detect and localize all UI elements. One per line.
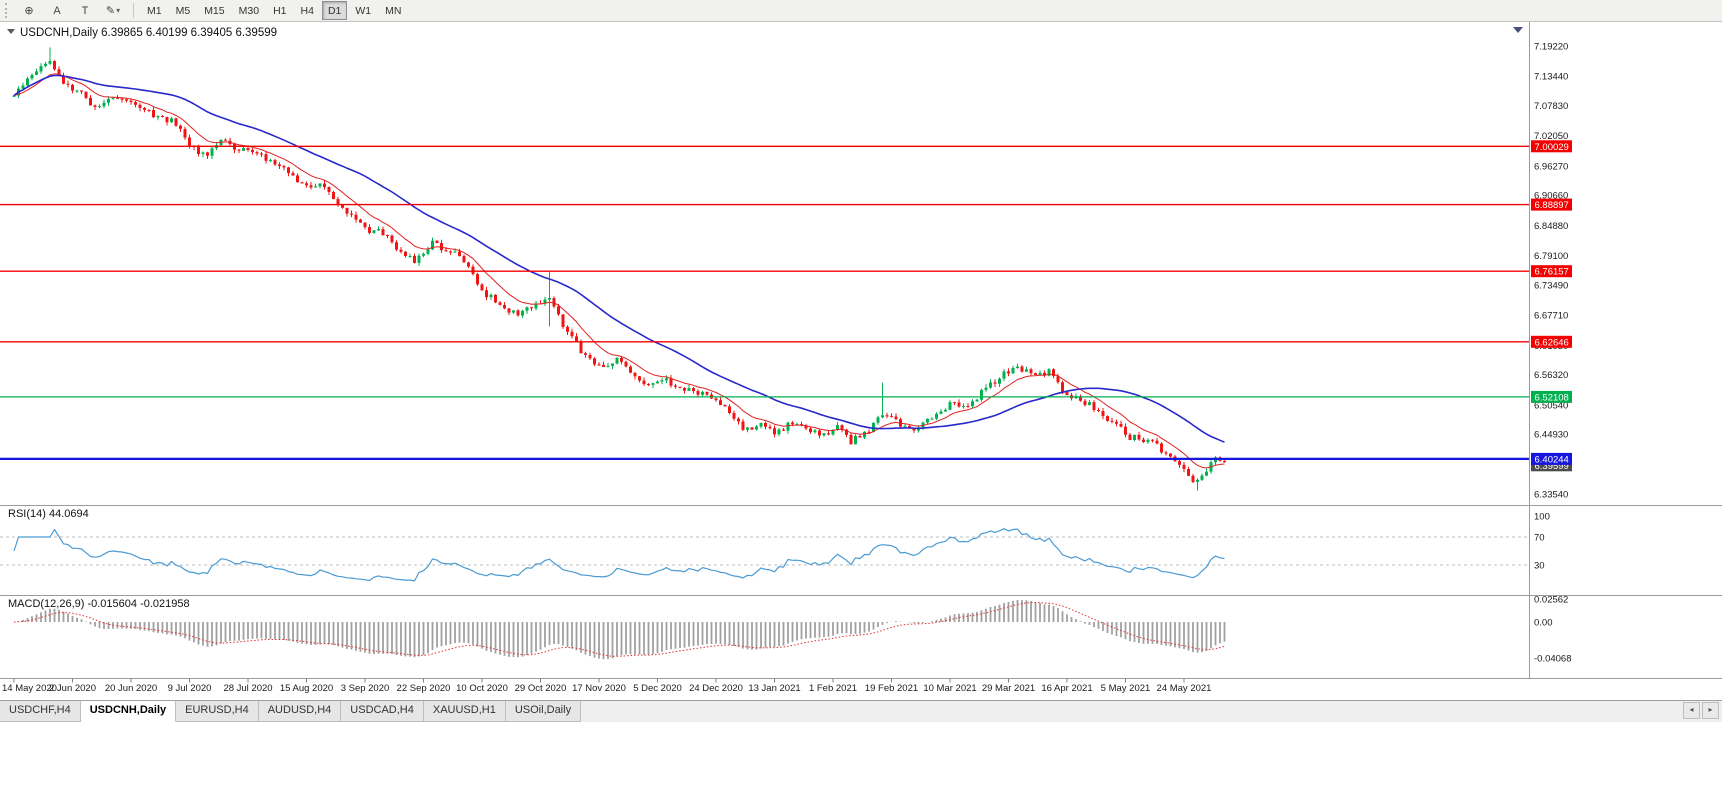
- svg-text:2 Jun 2020: 2 Jun 2020: [49, 683, 96, 694]
- svg-text:30: 30: [1534, 560, 1545, 571]
- price-axis[interactable]: 7.19220 7.13440 7.07830 7.02050 6.96270 6.906…: [1534, 41, 1568, 500]
- svg-text:6.84880: 6.84880: [1534, 221, 1568, 232]
- panel-separators[interactable]: [0, 21, 1722, 679]
- svg-text:7.07830: 7.07830: [1534, 101, 1568, 112]
- scroll-to-end-icon[interactable]: [1513, 27, 1523, 33]
- candlestick-series[interactable]: [12, 47, 1227, 491]
- svg-text:6.79100: 6.79100: [1534, 251, 1568, 262]
- svg-text:24 May 2021: 24 May 2021: [1157, 683, 1212, 694]
- svg-text:29 Mar 2021: 29 Mar 2021: [982, 683, 1035, 694]
- price-tags: 6.39599 7.00029 6.88897 6.76157 6.62646 6.521…: [1531, 140, 1572, 472]
- svg-text:10 Mar 2021: 10 Mar 2021: [923, 683, 976, 694]
- svg-text:6.56320: 6.56320: [1534, 370, 1568, 381]
- svg-text:7.00029: 7.00029: [1535, 142, 1569, 153]
- svg-text:6.40244: 6.40244: [1535, 454, 1569, 465]
- svg-text:7.19220: 7.19220: [1534, 41, 1568, 52]
- svg-text:1 Feb 2021: 1 Feb 2021: [809, 683, 857, 694]
- svg-text:6.73490: 6.73490: [1534, 280, 1568, 291]
- svg-text:9 Jul 2020: 9 Jul 2020: [168, 683, 212, 694]
- timeframe-button-m1[interactable]: M1: [147, 4, 162, 17]
- tab-scroll-right-icon[interactable]: ▸: [1702, 702, 1719, 719]
- timeframe-button-mn[interactable]: MN: [385, 4, 402, 17]
- text-label-icon[interactable]: A: [53, 4, 61, 17]
- dropdown-caret-icon: ▾: [116, 6, 121, 15]
- svg-text:0.00: 0.00: [1534, 617, 1553, 628]
- svg-text:6.39599: 6.39599: [1535, 461, 1569, 472]
- svg-text:0.02562: 0.02562: [1534, 595, 1568, 606]
- tab-scroll-buttons: ◂ ▸: [1683, 702, 1719, 719]
- svg-text:24 Dec 2020: 24 Dec 2020: [689, 683, 743, 694]
- svg-text:17 Nov 2020: 17 Nov 2020: [572, 683, 626, 694]
- svg-text:10 Oct 2020: 10 Oct 2020: [456, 683, 508, 694]
- svg-text:6.44930: 6.44930: [1534, 430, 1568, 441]
- svg-text:6.96270: 6.96270: [1534, 161, 1568, 172]
- tool-group: ⊕ A T ✎ ▾: [15, 1, 127, 20]
- svg-text:70: 70: [1534, 532, 1545, 543]
- tab-scroll-left-icon[interactable]: ◂: [1683, 702, 1700, 719]
- svg-text:22 Sep 2020: 22 Sep 2020: [397, 683, 451, 694]
- chart-ohlc-title: USDCNH,Daily 6.39865 6.40199 6.39405 6.3…: [20, 27, 277, 39]
- main-toolbar: ⊕ A T ✎ ▾ M1 M5 M15 M30 H1 H4 D1 W1 MN: [0, 0, 1722, 22]
- timeframe-button-m15[interactable]: M15: [204, 4, 225, 17]
- chart-area[interactable]: 7.19220 7.13440 7.07830 7.02050 6.96270 6.906…: [0, 21, 1722, 700]
- timeframe-button-h1[interactable]: H1: [273, 4, 287, 17]
- timeframe-button-h4[interactable]: H4: [300, 4, 314, 17]
- svg-text:29 Oct 2020: 29 Oct 2020: [515, 683, 567, 694]
- svg-text:5 May 2021: 5 May 2021: [1101, 683, 1151, 694]
- rsi-title: RSI(14) 44.0694: [8, 508, 89, 520]
- tab-usdcnh-daily[interactable]: USDCNH,Daily: [80, 701, 177, 722]
- svg-text:7.13440: 7.13440: [1534, 72, 1568, 83]
- svg-text:6.33540: 6.33540: [1534, 489, 1568, 500]
- timeframe-button-m5[interactable]: M5: [175, 4, 191, 17]
- tab-xauusd-h1[interactable]: XAUUSD,H1: [423, 701, 506, 722]
- tab-eurusd-h4[interactable]: EURUSD,H4: [176, 701, 259, 722]
- svg-text:6.62646: 6.62646: [1535, 337, 1569, 348]
- text-tool-icon[interactable]: T: [81, 4, 89, 17]
- svg-text:6.50540: 6.50540: [1534, 400, 1568, 411]
- svg-text:100: 100: [1534, 511, 1550, 522]
- tab-usdchf-h4[interactable]: USDCHF,H4: [0, 701, 81, 722]
- toolbar-separator: [133, 3, 134, 18]
- rsi-pane: 100 70 30: [0, 511, 1550, 582]
- svg-text:13 Jan 2021: 13 Jan 2021: [748, 683, 800, 694]
- svg-text:14 May 2020: 14 May 2020: [2, 683, 57, 694]
- timeframe-button-d1[interactable]: D1: [321, 1, 348, 20]
- crosshair-icon[interactable]: ⊕: [24, 5, 34, 17]
- svg-text:6.76157: 6.76157: [1535, 267, 1569, 278]
- svg-text:6.88897: 6.88897: [1535, 200, 1569, 211]
- svg-text:6.67710: 6.67710: [1534, 311, 1568, 322]
- svg-text:20 Jun 2020: 20 Jun 2020: [105, 683, 157, 694]
- svg-text:7.02050: 7.02050: [1534, 131, 1568, 142]
- svg-text:-0.04068: -0.04068: [1534, 653, 1572, 664]
- timeframe-button-w1[interactable]: W1: [355, 4, 372, 17]
- toolbar-grip[interactable]: [5, 3, 10, 18]
- svg-text:6.52108: 6.52108: [1535, 392, 1569, 403]
- horizontal-level-lines[interactable]: [0, 145, 1529, 460]
- tab-audusd-h4[interactable]: AUDUSD,H4: [258, 701, 342, 722]
- svg-text:16 Apr 2021: 16 Apr 2021: [1041, 683, 1092, 694]
- svg-text:19 Feb 2021: 19 Feb 2021: [865, 683, 918, 694]
- svg-text:6.90660: 6.90660: [1534, 191, 1568, 202]
- macd-title: MACD(12,26,9) -0.015604 -0.021958: [8, 598, 190, 610]
- svg-text:5 Dec 2020: 5 Dec 2020: [633, 683, 682, 694]
- svg-text:15 Aug 2020: 15 Aug 2020: [280, 683, 333, 694]
- svg-text:3 Sep 2020: 3 Sep 2020: [341, 683, 390, 694]
- draw-tools-icon[interactable]: ✎ ▾: [105, 5, 121, 17]
- tab-usdcad-h4[interactable]: USDCAD,H4: [341, 701, 424, 722]
- tab-usoil-daily[interactable]: USOil,Daily: [505, 701, 582, 722]
- timeframe-group: M1 M5 M15 M30 H1 H4 D1 W1 MN: [140, 1, 408, 20]
- moving-average-lines: [13, 73, 1225, 469]
- timeframe-button-m30[interactable]: M30: [238, 4, 260, 17]
- chart-menu-icon[interactable]: [7, 29, 15, 34]
- svg-text:28 Jul 2020: 28 Jul 2020: [223, 683, 272, 694]
- macd-pane: 0.02562 0.00 -0.04068: [13, 595, 1572, 664]
- chart-tabbar: USDCHF,H4 USDCNH,Daily EURUSD,H4 AUDUSD,H4 U…: [0, 700, 1722, 722]
